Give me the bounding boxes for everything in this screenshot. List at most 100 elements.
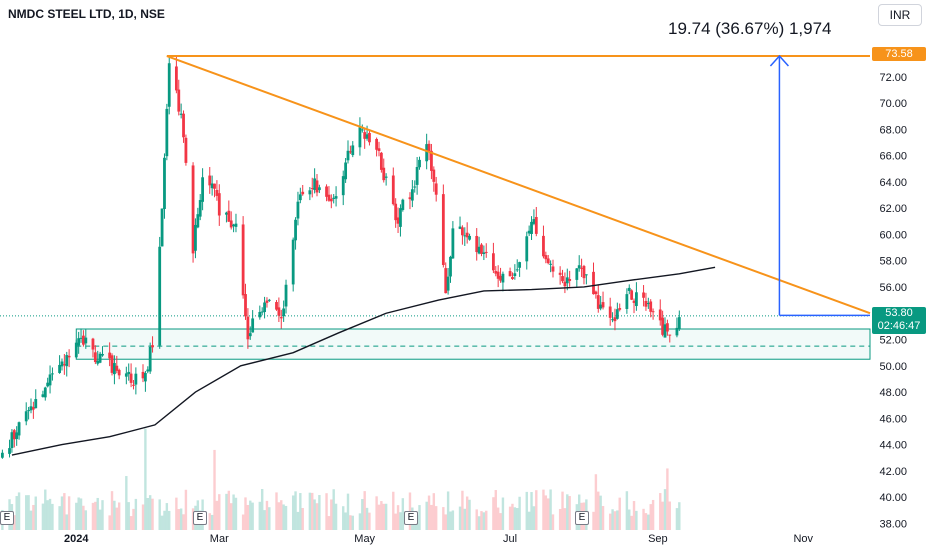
volume-bar bbox=[377, 504, 381, 530]
symbol-title: NMDC STEEL LTD, 1D, NSE bbox=[8, 7, 165, 21]
x-tick-label: Jul bbox=[503, 533, 517, 545]
volume-bar bbox=[496, 507, 500, 530]
candle-body bbox=[530, 221, 533, 234]
candle-body bbox=[430, 150, 433, 171]
y-tick-label: 50.00 bbox=[879, 361, 907, 373]
candle-body bbox=[632, 300, 636, 303]
volume-bar bbox=[146, 498, 149, 530]
candle-body bbox=[630, 290, 634, 300]
candle-body bbox=[134, 373, 138, 385]
volume-bar bbox=[113, 500, 116, 530]
volume-bar bbox=[427, 495, 431, 530]
volume-bar bbox=[163, 510, 166, 530]
volume-bar bbox=[165, 503, 169, 530]
candle-body bbox=[308, 190, 312, 195]
candle-body bbox=[546, 258, 550, 264]
candle-body bbox=[341, 176, 345, 196]
candle-body bbox=[196, 214, 200, 228]
candle-body bbox=[625, 294, 629, 309]
volume-bar bbox=[132, 508, 135, 530]
candle-body bbox=[475, 235, 479, 253]
volume-bar bbox=[232, 494, 235, 530]
volume-bar bbox=[158, 499, 161, 530]
candle-body bbox=[148, 346, 152, 372]
candle-body bbox=[129, 373, 133, 383]
volume-bar bbox=[25, 495, 28, 530]
volume-bar bbox=[530, 492, 533, 530]
volume-bar bbox=[315, 503, 319, 530]
candle-body bbox=[234, 223, 238, 227]
candle-body bbox=[101, 354, 104, 356]
earnings-marker[interactable]: E bbox=[0, 511, 14, 525]
candle-body bbox=[415, 166, 419, 185]
volume-bar bbox=[144, 428, 147, 530]
candle-body bbox=[8, 448, 11, 454]
candle-body bbox=[568, 278, 572, 281]
earnings-marker[interactable]: E bbox=[404, 511, 418, 525]
y-tick-label: 62.00 bbox=[879, 203, 907, 215]
candle-body bbox=[58, 364, 61, 373]
candle-body bbox=[177, 89, 181, 112]
volume-bar bbox=[477, 516, 481, 530]
candle-body bbox=[599, 304, 603, 309]
candle-body bbox=[65, 355, 69, 367]
candle-body bbox=[15, 432, 19, 439]
volume-bar bbox=[647, 514, 650, 530]
candle-body bbox=[351, 145, 355, 156]
volume-bar bbox=[168, 510, 171, 530]
volume-bar bbox=[246, 504, 250, 530]
volume-bar bbox=[399, 512, 402, 530]
volume-bar bbox=[613, 511, 617, 530]
candle-body bbox=[582, 266, 586, 279]
volume-bar bbox=[649, 504, 652, 530]
candle-body bbox=[325, 186, 328, 197]
volume-bar bbox=[294, 491, 297, 530]
volume-bar bbox=[616, 510, 619, 530]
currency-button[interactable]: INR bbox=[878, 4, 922, 26]
candle-body bbox=[434, 183, 438, 195]
candle-body bbox=[41, 394, 45, 397]
candle-body bbox=[499, 275, 502, 281]
volume-bar bbox=[227, 490, 231, 530]
volume-bar bbox=[110, 491, 114, 530]
candle-body bbox=[91, 338, 95, 350]
candle-body bbox=[334, 196, 338, 199]
candle-body bbox=[277, 307, 281, 316]
candle-body bbox=[527, 230, 531, 234]
measure-arrow-head bbox=[769, 54, 789, 67]
candle-body bbox=[132, 384, 135, 386]
x-tick-label: Sep bbox=[648, 533, 668, 545]
earnings-marker[interactable]: E bbox=[575, 511, 589, 525]
earnings-marker[interactable]: E bbox=[193, 511, 207, 525]
candle-body bbox=[515, 269, 519, 271]
candle-body bbox=[561, 276, 564, 282]
candle-body bbox=[124, 373, 128, 377]
candle-body bbox=[375, 138, 379, 150]
volume-bar bbox=[516, 508, 519, 530]
volume-bar bbox=[32, 504, 35, 530]
volume-bar bbox=[13, 515, 16, 530]
x-tick-label: 2024 bbox=[64, 533, 89, 545]
candle-body bbox=[151, 345, 154, 348]
last-price-value: 53.80 bbox=[885, 307, 913, 319]
volume-bar bbox=[17, 492, 21, 530]
volume-bar bbox=[351, 515, 354, 530]
volume-bar bbox=[134, 498, 138, 530]
candle-body bbox=[549, 263, 553, 265]
candle-body bbox=[210, 183, 214, 189]
y-tick-label: 72.00 bbox=[879, 72, 907, 84]
candle-body bbox=[635, 292, 638, 307]
candle-body bbox=[665, 323, 669, 332]
volume-bar bbox=[618, 497, 621, 530]
volume-bar bbox=[468, 499, 471, 530]
candle-body bbox=[24, 411, 28, 422]
volume-bar bbox=[463, 508, 466, 530]
volume-bar bbox=[544, 495, 548, 530]
volume-bar bbox=[101, 500, 104, 530]
y-tick-label: 64.00 bbox=[879, 177, 907, 189]
candle-body bbox=[198, 200, 202, 217]
volume-bar bbox=[334, 503, 338, 530]
candle-body bbox=[377, 148, 381, 151]
candle-body bbox=[551, 266, 555, 272]
